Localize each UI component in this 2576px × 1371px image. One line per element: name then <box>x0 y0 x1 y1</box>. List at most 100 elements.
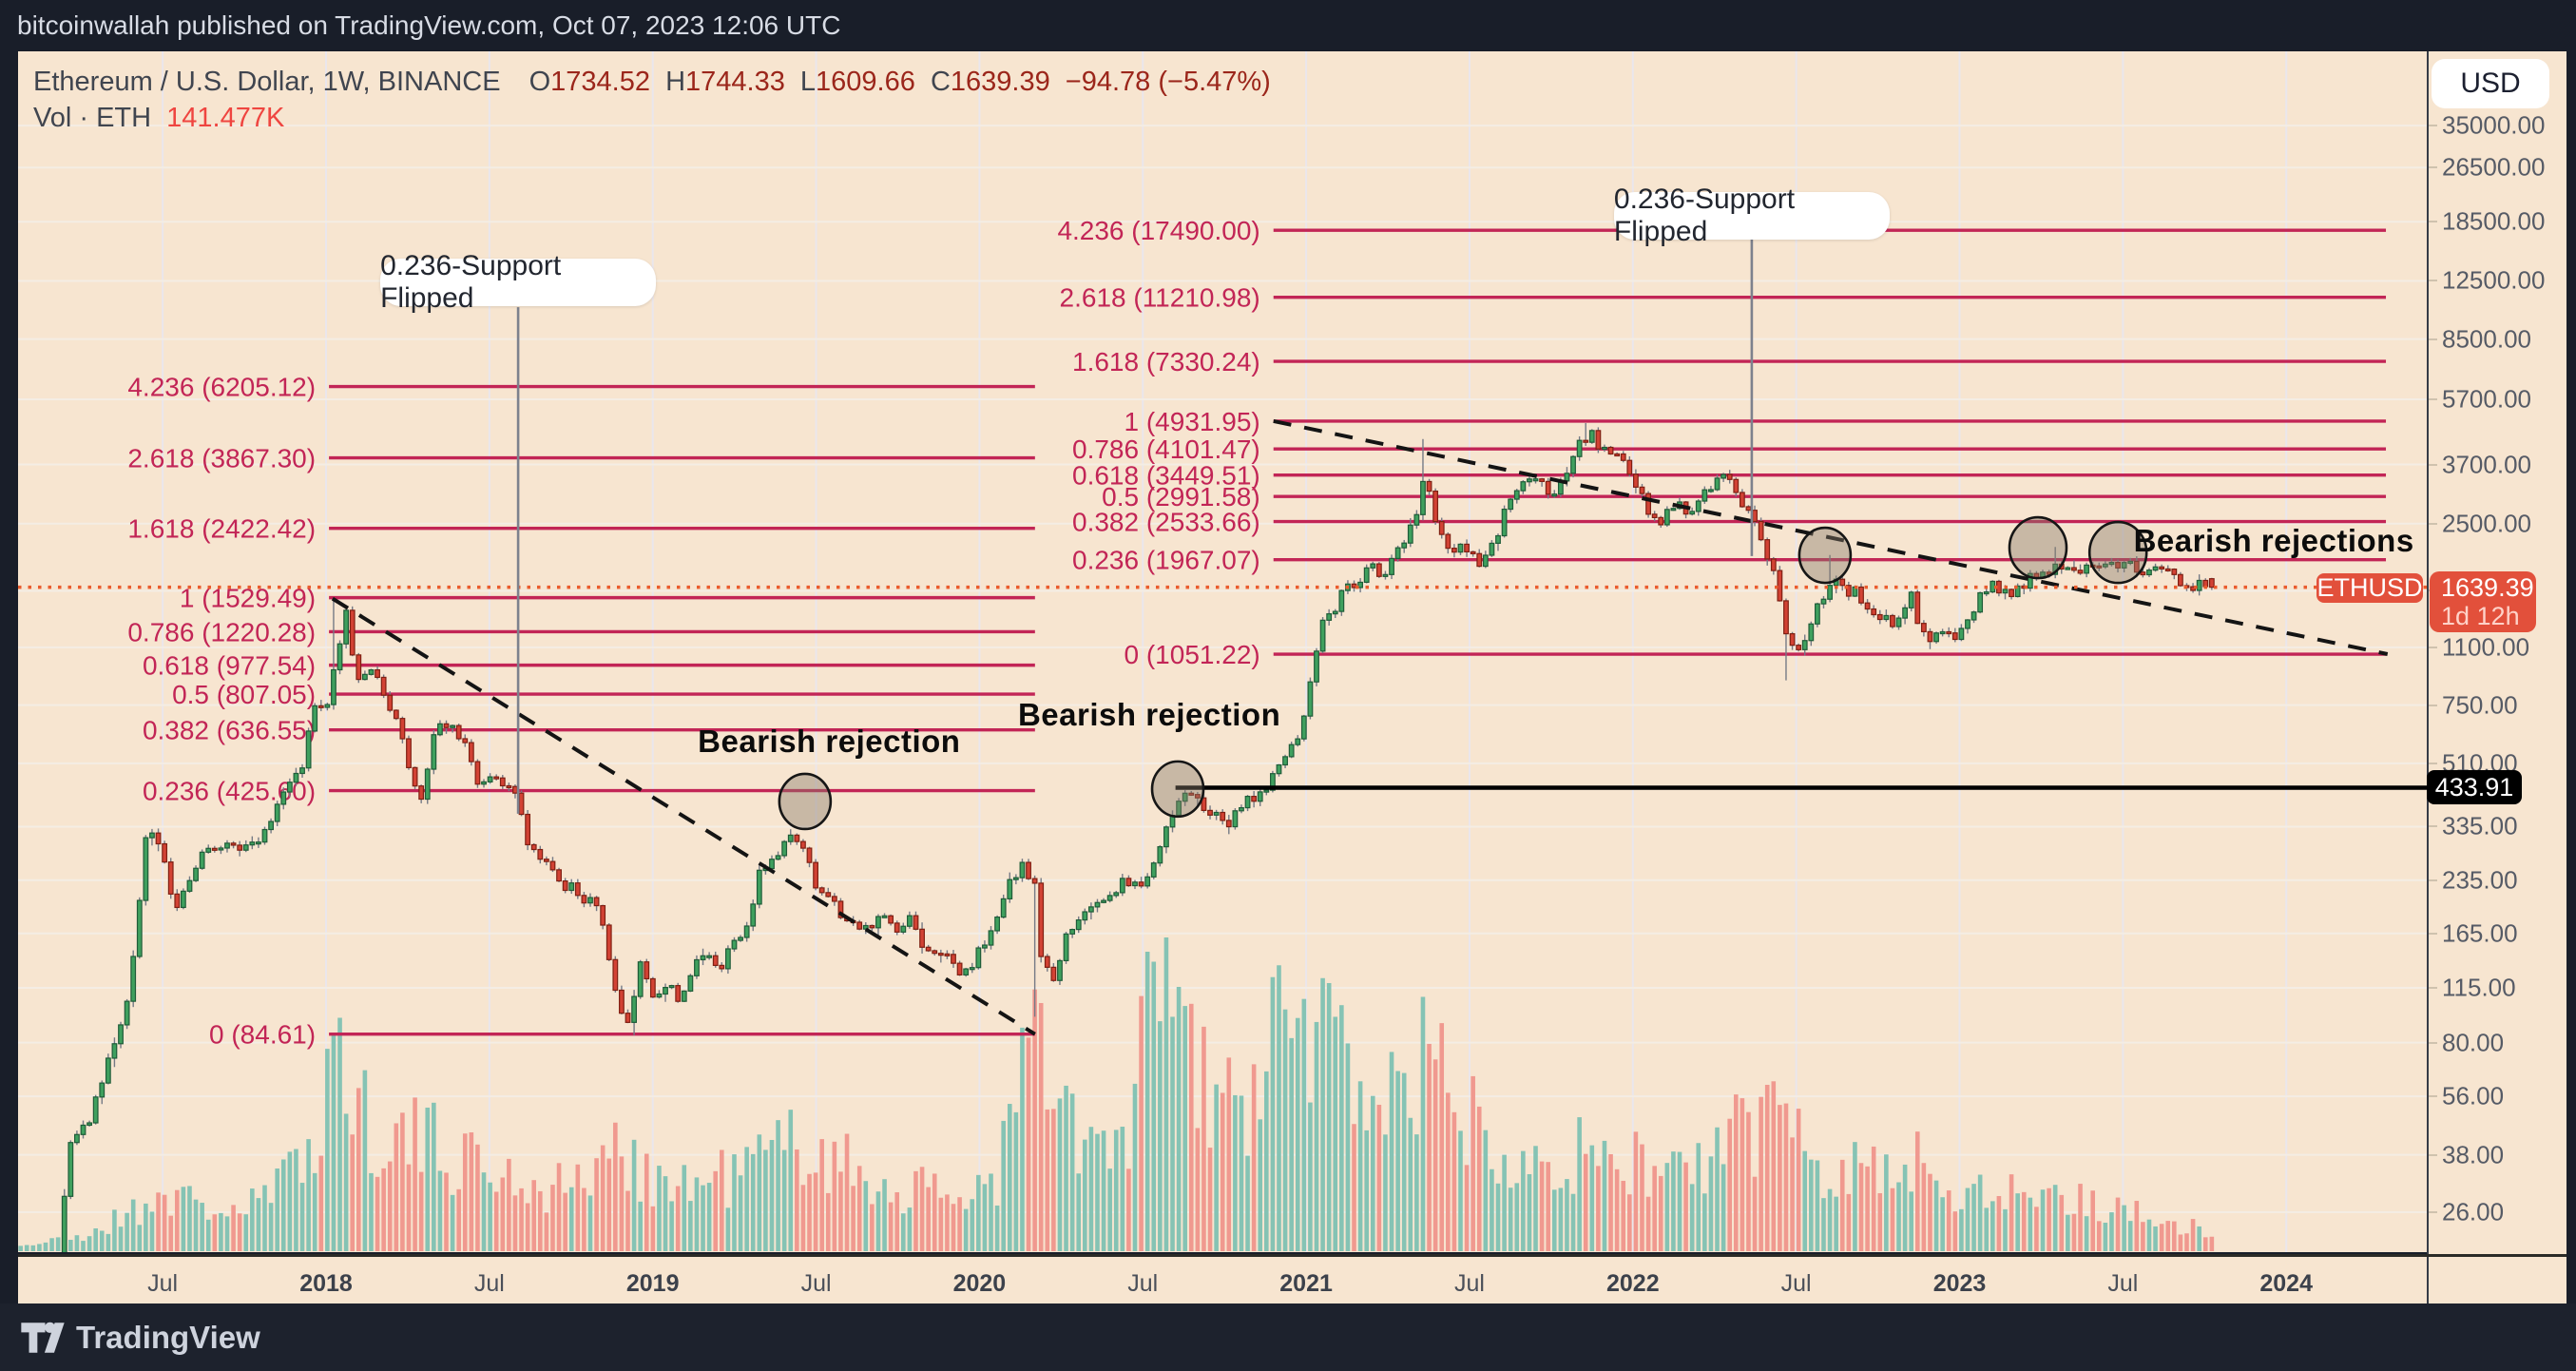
last-price-axis-badge: 1639.39 1d 12h <box>2430 570 2536 632</box>
symbol-price-flag-label: ETHUSD <box>2316 572 2423 602</box>
support-flipped-callout-1[interactable]: 0.236-Support Flipped <box>380 250 657 314</box>
attribution-bar: bitcoinwallah published on TradingView.c… <box>0 0 2576 51</box>
bearish-rejection-note-2[interactable]: Bearish rejection <box>1018 697 1280 733</box>
fib-level-label: 0.786 (1220.28) <box>127 617 316 647</box>
price-tick-mark <box>2429 1153 2437 1156</box>
fib-level-label: 0.5 (807.05) <box>172 680 316 709</box>
fib-level-label: 2.618 (3867.30) <box>127 444 316 473</box>
tradingview-brand-link[interactable]: TradingView <box>76 1319 260 1355</box>
low-label: L <box>799 67 817 97</box>
time-tick-year: 2023 <box>1932 1270 1987 1297</box>
close-label: C <box>930 67 951 97</box>
symbol-legend[interactable]: Ethereum / U.S. Dollar, 1W, BINANCE O173… <box>33 67 1271 98</box>
grid <box>18 51 2427 1252</box>
time-tick-year: 2019 <box>625 1270 680 1297</box>
bearish-rejections-note[interactable]: Bearish rejections <box>2134 523 2414 559</box>
footer-bar: TradingView <box>0 1303 2576 1371</box>
price-tick-label: 8500.00 <box>2442 324 2531 354</box>
rejection-circle <box>2008 515 2068 580</box>
hline-axis-badge: 433.91 <box>2427 770 2522 805</box>
price-tick-mark <box>2429 825 2437 828</box>
price-tick-mark <box>2429 1210 2437 1213</box>
bearish-rejection-note-2-label: Bearish rejection <box>1017 696 1281 732</box>
time-tick-year: 2024 <box>2259 1270 2313 1297</box>
price-axis[interactable]: 35000.00 26500.00 18500.00 12500.00 8500.00 5… <box>2427 51 2566 1303</box>
open-label: O <box>529 67 551 97</box>
open-value: 1734.52 <box>550 67 650 97</box>
price-tick-label: 2500.00 <box>2442 509 2531 538</box>
low-value: 1609.66 <box>816 67 915 97</box>
volume-label: Vol · ETH <box>33 103 152 133</box>
volume-histogram <box>18 937 2215 1251</box>
price-tick-label: 12500.00 <box>2442 265 2546 295</box>
fib-level-label: 0.618 (977.54) <box>143 651 316 681</box>
fib-level-label: 1.618 (2422.42) <box>127 514 316 544</box>
last-price-value: 1639.39 <box>2441 572 2534 602</box>
rejection-circle <box>2087 520 2148 585</box>
price-tick-label: 38.00 <box>2442 1140 2505 1169</box>
price-tick-label: 750.00 <box>2442 690 2518 720</box>
change-value: −94.78 (−5.47%) <box>1065 67 1271 97</box>
time-axis[interactable]: Jul 2018 Jul 2019 Jul 2020 Jul 2021 Jul 2022 Jul 20… <box>18 1254 2566 1306</box>
price-tick-label: 26500.00 <box>2442 152 2546 182</box>
volume-legend[interactable]: Vol · ETH 141.477K <box>33 103 284 134</box>
fib-level-label: 0.618 (3449.51) <box>1072 461 1260 491</box>
price-tick-label: 235.00 <box>2442 865 2518 895</box>
bearish-rejection-note-1[interactable]: Bearish rejection <box>698 724 960 760</box>
time-tick-year: 2020 <box>952 1270 1007 1297</box>
rejection-circle <box>778 772 833 831</box>
currency-toggle-label: USD <box>2460 68 2521 99</box>
rejection-circle <box>1150 760 1205 819</box>
symbol-price-flag: ETHUSD <box>2316 572 2423 603</box>
price-tick-label: 5700.00 <box>2442 384 2531 414</box>
volume-value: 141.477K <box>166 103 285 133</box>
high-value: 1744.33 <box>685 67 785 97</box>
time-tick-month: Jul <box>1453 1270 1485 1297</box>
price-tick-label: 335.00 <box>2442 811 2518 840</box>
fib-level-label: 0 (1051.22) <box>1125 640 1260 669</box>
price-tick-mark <box>2429 1095 2437 1098</box>
fib-level-label: 0.786 (4101.47) <box>1072 434 1260 464</box>
price-tick-mark <box>2429 704 2437 706</box>
price-tick-mark <box>2429 125 2437 127</box>
price-tick-mark <box>2429 646 2437 648</box>
fib-level-label: 0.382 (636.55) <box>143 716 316 745</box>
tradingview-logo-icon[interactable] <box>21 1322 65 1354</box>
bearish-rejections-note-label: Bearish rejections <box>2133 523 2414 559</box>
callout-lines <box>516 238 1754 814</box>
close-value: 1639.39 <box>950 67 1050 97</box>
price-tick-mark <box>2429 1041 2437 1044</box>
price-tick-label: 26.00 <box>2442 1197 2505 1226</box>
fib-level-label: 0.236 (425.60) <box>143 777 316 806</box>
time-tick-month: Jul <box>1780 1270 1812 1297</box>
price-tick-mark <box>2429 166 2437 169</box>
price-tick-mark <box>2429 221 2437 223</box>
time-tick-month: Jul <box>473 1270 505 1297</box>
price-tick-mark <box>2429 397 2437 400</box>
hline-price-value: 433.91 <box>2434 772 2514 801</box>
price-tick-label: 165.00 <box>2442 918 2518 948</box>
price-tick-label: 56.00 <box>2442 1081 2505 1110</box>
fib-level-label: 2.618 (11210.98) <box>1060 283 1260 313</box>
time-tick-year: 2018 <box>299 1270 353 1297</box>
attribution-text: bitcoinwallah published on TradingView.c… <box>17 10 841 40</box>
price-tick-label: 35000.00 <box>2442 110 2546 140</box>
fib-level-label: 4.236 (6205.12) <box>127 373 316 402</box>
time-tick-year: 2021 <box>1279 1270 1333 1297</box>
fib-retracements: 4.236 (6205.12) 2.618 (3867.30) 1.618 (242… <box>127 216 2387 1050</box>
fib-level-label: 0.236 (1967.07) <box>1072 546 1260 575</box>
price-tick-mark <box>2429 463 2437 466</box>
fib-level-label: 0 (84.61) <box>209 1020 316 1050</box>
fib-level-label: 1 (4931.95) <box>1125 407 1260 436</box>
support-flipped-callout-1-label: 0.236-Support Flipped <box>380 250 562 314</box>
price-tick-mark <box>2429 879 2437 881</box>
time-tick-month: Jul <box>1127 1270 1159 1297</box>
rejection-circle <box>1797 526 1853 585</box>
high-label: H <box>665 67 686 97</box>
price-chart-canvas[interactable]: 4.236 (6205.12) 2.618 (3867.30) 1.618 (242… <box>18 51 2427 1252</box>
support-flipped-callout-2[interactable]: 0.236-Support Flipped <box>1613 183 1890 247</box>
currency-toggle-button[interactable]: USD <box>2432 59 2549 108</box>
dashed-trendlines <box>331 418 2389 1036</box>
symbol-title: Ethereum / U.S. Dollar, 1W, BINANCE <box>33 67 501 97</box>
